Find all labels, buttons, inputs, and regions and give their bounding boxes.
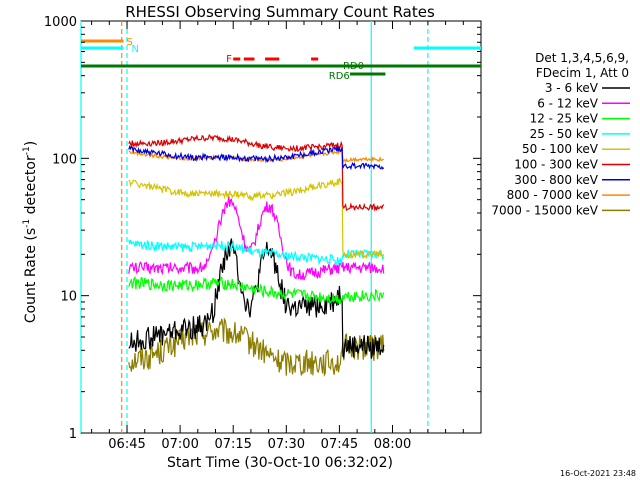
- series-line-cyan: [128, 239, 385, 266]
- legend-entry-label: 12 - 25 keV: [530, 112, 599, 126]
- legend-entry-label: 3 - 6 keV: [545, 81, 599, 95]
- x-tick-label: 07:30: [268, 437, 305, 452]
- legend-entry-label: 300 - 800 keV: [514, 173, 598, 187]
- y-tick-label: 100: [52, 152, 77, 167]
- legend-header-line-2: FDecim 1, Att 0: [536, 66, 629, 80]
- flag-label-s: S: [126, 37, 132, 48]
- x-axis: 06:45 07:00 07:15 07:30 07:45 08:00: [91, 21, 482, 452]
- flag-label-n: N: [131, 44, 138, 55]
- x-tick-label: 08:00: [374, 437, 411, 452]
- legend: Det 1,3,4,5,6,9, FDecim 1, Att 0 3 - 6 k…: [491, 51, 630, 217]
- legend-entry-label: 6 - 12 keV: [537, 96, 599, 110]
- y-tick-label: 1: [69, 427, 77, 442]
- series-line-olive: [128, 317, 385, 377]
- x-tick-label: 07:00: [161, 437, 198, 452]
- series-line-green: [128, 275, 385, 305]
- y-tick-label: 10: [60, 290, 77, 305]
- legend-entry-label: 50 - 100 keV: [522, 142, 599, 156]
- legend-entry-label: 100 - 300 keV: [514, 158, 598, 172]
- flag-label-rd0: RD0: [343, 61, 364, 72]
- chart-title: RHESSI Observing Summary Count Rates: [125, 3, 435, 21]
- y-axis-label: Count Rate (s-1 detector-1): [22, 141, 39, 323]
- x-axis-label: Start Time (30-Oct-10 06:32:02): [167, 455, 393, 471]
- y-tick-label: 1000: [44, 15, 77, 30]
- series-line-yellow: [128, 177, 385, 260]
- series-line-blue: [128, 144, 385, 171]
- legend-header-line-1: Det 1,3,4,5,6,9,: [535, 51, 629, 65]
- legend-entry-label: 800 - 7000 keV: [507, 188, 599, 202]
- legend-entry-label: 7000 - 15000 keV: [491, 203, 598, 217]
- flag-label-rd6: RD6: [329, 71, 350, 82]
- flag-label-f: F: [226, 54, 232, 65]
- x-tick-label: 07:15: [214, 437, 251, 452]
- x-tick-label: 06:45: [108, 437, 145, 452]
- vertical-markers: [80, 21, 429, 433]
- plot-area: [80, 20, 482, 434]
- series-line-red: [128, 133, 385, 212]
- footer-timestamp: 16-Oct-2021 23:48: [560, 469, 636, 478]
- x-tick-label: 07:45: [321, 437, 358, 452]
- y-axis: 1 10 100 1000: [44, 15, 481, 442]
- plot-frame: [80, 20, 482, 434]
- legend-entry-label: 25 - 50 keV: [530, 127, 599, 141]
- series-lines: [128, 133, 385, 377]
- series-line-magenta: [128, 196, 385, 281]
